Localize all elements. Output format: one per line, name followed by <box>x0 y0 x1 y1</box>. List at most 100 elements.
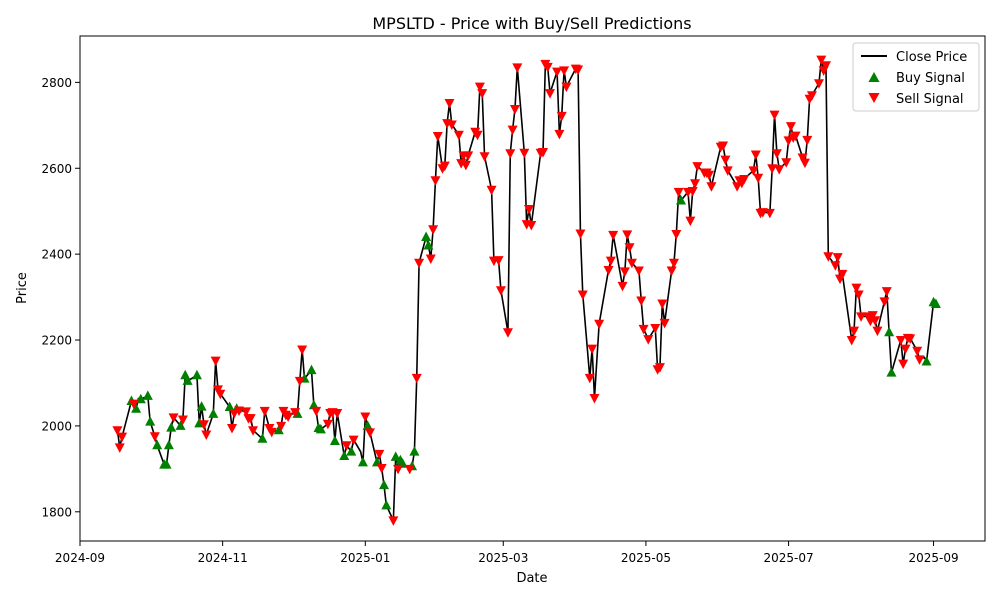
sell-signal-marker <box>654 363 665 373</box>
sell-signal-marker <box>276 421 287 432</box>
sell-signal-marker <box>512 63 523 73</box>
sell-signal-marker <box>690 179 701 189</box>
sell-signal-marker <box>638 324 649 335</box>
buy-signal-marker <box>166 422 177 432</box>
plot-frame <box>79 35 986 542</box>
buy-signal-marker <box>329 435 340 445</box>
legend-close-price-label: Close Price <box>896 50 967 65</box>
sell-signal-marker <box>460 160 471 171</box>
buy-signal-marker <box>921 356 932 366</box>
sell-signal-marker <box>912 346 923 357</box>
legend-box <box>852 42 980 112</box>
sell-signal-marker <box>830 261 841 271</box>
y-tick-label: 1800 <box>41 505 72 519</box>
sell-signal-marker <box>542 62 553 73</box>
sell-signal-marker <box>764 208 775 219</box>
sell-signal-marker <box>603 266 614 276</box>
x-tick-label: 2025-01 <box>340 551 390 565</box>
sell-signal-marker <box>297 345 308 355</box>
legend-sell-signal-label: Sell Signal <box>896 92 964 107</box>
sell-signal-marker <box>168 413 179 423</box>
sell-signal-marker <box>577 290 588 301</box>
x-tick-label: 2025-09 <box>908 551 958 565</box>
sell-signal-marker <box>750 150 761 161</box>
sell-signal-marker <box>545 89 556 99</box>
sell-signal-marker <box>797 153 808 164</box>
sell-signal-marker <box>785 122 796 132</box>
buy-signal-marker <box>379 479 390 490</box>
sell-signal-marker <box>802 135 813 146</box>
sell-signal-marker <box>820 61 831 71</box>
sell-signal-marker <box>799 158 810 169</box>
sell-signal-marker <box>509 105 520 115</box>
sell-signal-marker <box>428 225 439 235</box>
sell-signal-marker <box>477 89 488 99</box>
sell-signal-marker <box>619 267 630 277</box>
sell-signal-marker <box>657 299 668 310</box>
sell-signal-marker <box>128 399 139 410</box>
sell-signal-marker <box>668 258 679 269</box>
sell-signal-marker <box>816 55 827 66</box>
sell-signal-marker <box>493 256 504 266</box>
sell-signal-marker <box>856 312 867 322</box>
sell-signal-marker <box>479 152 490 162</box>
sell-signal-marker <box>486 185 497 196</box>
sell-signal-marker <box>575 229 586 240</box>
buy-signal-marker <box>315 423 326 434</box>
sell-signal-marker <box>718 141 729 152</box>
sell-signal-marker <box>360 412 371 422</box>
buy-signal-marker <box>152 439 163 450</box>
sell-signal-marker <box>573 65 584 75</box>
sell-signal-marker <box>813 79 824 89</box>
sell-signal-marker <box>867 311 878 321</box>
sell-signal-marker <box>364 428 375 438</box>
sell-signal-marker <box>198 420 209 430</box>
buy-signal-marker <box>196 401 207 411</box>
sell-signal-marker <box>659 318 670 329</box>
sell-signal-marker <box>636 296 647 307</box>
sell-signal-marker <box>444 98 455 109</box>
sell-signal-marker <box>227 424 238 434</box>
sell-signal-marker <box>519 148 530 159</box>
buy-signal-marker <box>421 231 432 241</box>
buy-signal-marker <box>390 451 401 461</box>
buy-signal-marker <box>381 499 392 510</box>
sell-signal-marker <box>425 254 436 264</box>
sell-signal-marker <box>552 67 563 78</box>
legend-buy-signal-label: Buy Signal <box>896 71 965 86</box>
sell-signal-marker <box>505 149 516 159</box>
sell-signal-marker <box>783 136 794 146</box>
sell-signal-marker <box>771 149 782 159</box>
sell-signal-marker <box>633 266 644 276</box>
close-price-line <box>116 58 937 522</box>
sell-signal-marker <box>622 230 633 240</box>
plot-area <box>112 55 941 526</box>
sell-signal-marker <box>914 355 925 365</box>
buy-signal-marker <box>273 424 284 435</box>
sell-signal-marker <box>507 125 518 136</box>
x-tick-label: 2024-09 <box>55 551 105 565</box>
sell-signal-marker <box>608 230 619 241</box>
sell-signal-marker <box>666 266 677 276</box>
sell-signal-marker <box>322 419 333 430</box>
sell-signal-marker <box>722 166 733 176</box>
x-tick-label: 2025-07 <box>763 551 813 565</box>
sell-signal-marker <box>673 187 684 198</box>
buy-signal-marker <box>409 446 420 456</box>
sell-signal-marker <box>332 409 343 419</box>
sell-signal-marker <box>692 162 703 172</box>
sell-signal-marker <box>439 161 450 172</box>
sell-signal-marker <box>393 464 404 475</box>
sell-signal-marker <box>879 297 890 307</box>
y-tick-label: 2000 <box>41 419 72 433</box>
sell-signal-marker <box>453 130 464 141</box>
sell-signal-marker <box>781 158 792 168</box>
sell-signal-marker <box>739 174 750 185</box>
sell-signal-marker <box>311 406 322 417</box>
sell-signal-marker <box>895 336 906 346</box>
sell-signal-marker <box>589 394 600 404</box>
y-tick-label: 2400 <box>41 248 72 262</box>
buy-signal-marker <box>884 326 895 337</box>
sell-signal-marker <box>502 328 513 338</box>
buy-signal-marker <box>135 393 146 404</box>
